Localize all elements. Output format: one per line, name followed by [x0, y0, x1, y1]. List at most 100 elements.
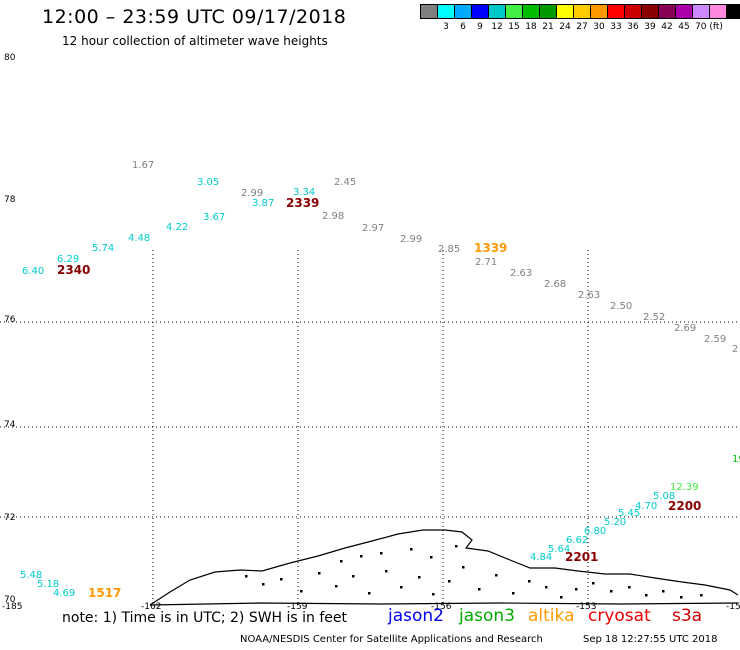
latitude-label: 70 [4, 595, 16, 605]
wave-height-label: 2.69 [674, 323, 696, 334]
page-subtitle: 12 hour collection of altimeter wave hei… [62, 34, 328, 48]
island-mark [528, 580, 531, 583]
island-mark [410, 548, 413, 551]
island-mark [455, 545, 458, 548]
legend-swatch [726, 4, 740, 19]
longitude-label: -162 [141, 602, 161, 612]
legend-label: 27 [576, 22, 588, 32]
island-mark [430, 556, 433, 559]
graticule [0, 250, 740, 605]
wave-height-label: 6.40 [22, 266, 44, 277]
island-mark [380, 552, 383, 555]
island-mark [495, 574, 498, 577]
wave-height-label: 5.48 [20, 570, 42, 581]
wave-height-label: 2.71 [475, 257, 497, 268]
island-mark [592, 582, 595, 585]
wave-height-label: 2340 [57, 263, 90, 277]
wave-height-label: 2201 [565, 550, 598, 564]
wave-height-label: 2.68 [544, 279, 566, 290]
longitude-label: -185 [2, 602, 22, 612]
island-mark [448, 580, 451, 583]
island-mark [628, 586, 631, 589]
wave-height-label: 2.63 [578, 290, 600, 301]
legend-label: 24 [559, 22, 571, 32]
timestamp: Sep 18 12:27:55 UTC 2018 [583, 634, 718, 645]
wave-height-label: 5.74 [92, 243, 114, 254]
wave-height-label: 3.87 [252, 198, 274, 209]
wave-height-label: 3.05 [197, 177, 219, 188]
legend-label: 70 (ft) [695, 22, 723, 32]
wave-height-label: 2 [732, 344, 738, 355]
island-mark [318, 572, 321, 575]
wave-height-label: 12.39 [670, 482, 699, 493]
wave-height-label: 4.22 [166, 222, 188, 233]
coastline-mainland [149, 529, 739, 606]
longitude-label: -159 [287, 602, 308, 612]
legend-label: 42 [661, 22, 673, 32]
longitude-labels: -185 -162 -159 -156 -153 -15 [2, 602, 740, 612]
wave-height-label: 6.29 [57, 254, 79, 265]
legend-label: 9 [477, 22, 483, 32]
wave-height-label: 6.62 [566, 535, 588, 546]
wave-height-label: 6.80 [584, 526, 606, 537]
satellite-name: jason2 [388, 606, 444, 626]
island-mark [385, 570, 388, 573]
footer-note-text: note: 1) Time is in UTC; 2) SWH is in fe… [62, 610, 348, 626]
coastline [149, 529, 739, 606]
wave-height-label: 2.52 [643, 312, 665, 323]
island-mark [245, 575, 248, 578]
island-mark [478, 588, 481, 591]
island-mark [280, 578, 283, 581]
satellite-name: s3a [672, 606, 703, 626]
longitude-label: -153 [576, 602, 596, 612]
island-mark [360, 555, 363, 558]
island-mark [545, 586, 548, 589]
wave-height-label: 5.18 [37, 579, 59, 590]
wave-height-label: 2.50 [610, 301, 632, 312]
legend-label: 15 [508, 22, 520, 32]
island-mark [575, 588, 578, 591]
credit-line: NOAA/NESDIS Center for Satellite Applica… [240, 634, 543, 645]
wave-height-label: 5.20 [604, 517, 626, 528]
island-mark [340, 560, 343, 563]
wave-height-label: 2.85 [438, 244, 460, 255]
latitude-label: 78 [4, 195, 16, 205]
footer-note: note: 1) Time is in UTC; 2) SWH is in fe… [62, 606, 702, 626]
legend-label: 12 [491, 22, 503, 32]
legend-label: 45 [678, 22, 690, 32]
longitude-label: -156 [431, 602, 452, 612]
coastline-lower [149, 602, 739, 606]
legend-label: 30 [593, 22, 605, 32]
island-mark [662, 590, 665, 593]
wave-height-label: 2.99 [400, 234, 422, 245]
island-mark [368, 592, 371, 595]
island-mark [560, 596, 563, 599]
wave-height-label: 5.64 [548, 544, 570, 555]
island-mark [300, 590, 303, 593]
island-mark [700, 594, 703, 597]
longitude-label: -15 [726, 602, 740, 612]
wave-height-label: 2.59 [704, 334, 726, 345]
legend-label: 6 [460, 22, 466, 32]
legend-label: 3 [443, 22, 449, 32]
latitude-label: 76 [4, 315, 16, 325]
legend-label: 36 [627, 22, 639, 32]
wave-height-label: 2.97 [362, 223, 384, 234]
color-legend [420, 4, 740, 19]
wave-height-label: 1339 [474, 241, 507, 255]
island-mark [512, 592, 515, 595]
wave-height-label: 3.67 [203, 212, 225, 223]
latitude-label: 80 [4, 53, 16, 63]
wave-height-label: 1.67 [132, 160, 154, 171]
wave-height-label: 4.69 [53, 588, 75, 599]
island-mark [262, 583, 265, 586]
legend-label: 18 [525, 22, 537, 32]
wave-height-label: 19 [732, 454, 740, 465]
island-mark [400, 586, 403, 589]
island-mark [610, 590, 613, 593]
page-title: 12:00 – 23:59 UTC 09/17/2018 [42, 6, 347, 28]
wave-height-label: 4.48 [128, 233, 150, 244]
legend-label: 21 [542, 22, 554, 32]
wave-height-label: 2.98 [322, 211, 344, 222]
